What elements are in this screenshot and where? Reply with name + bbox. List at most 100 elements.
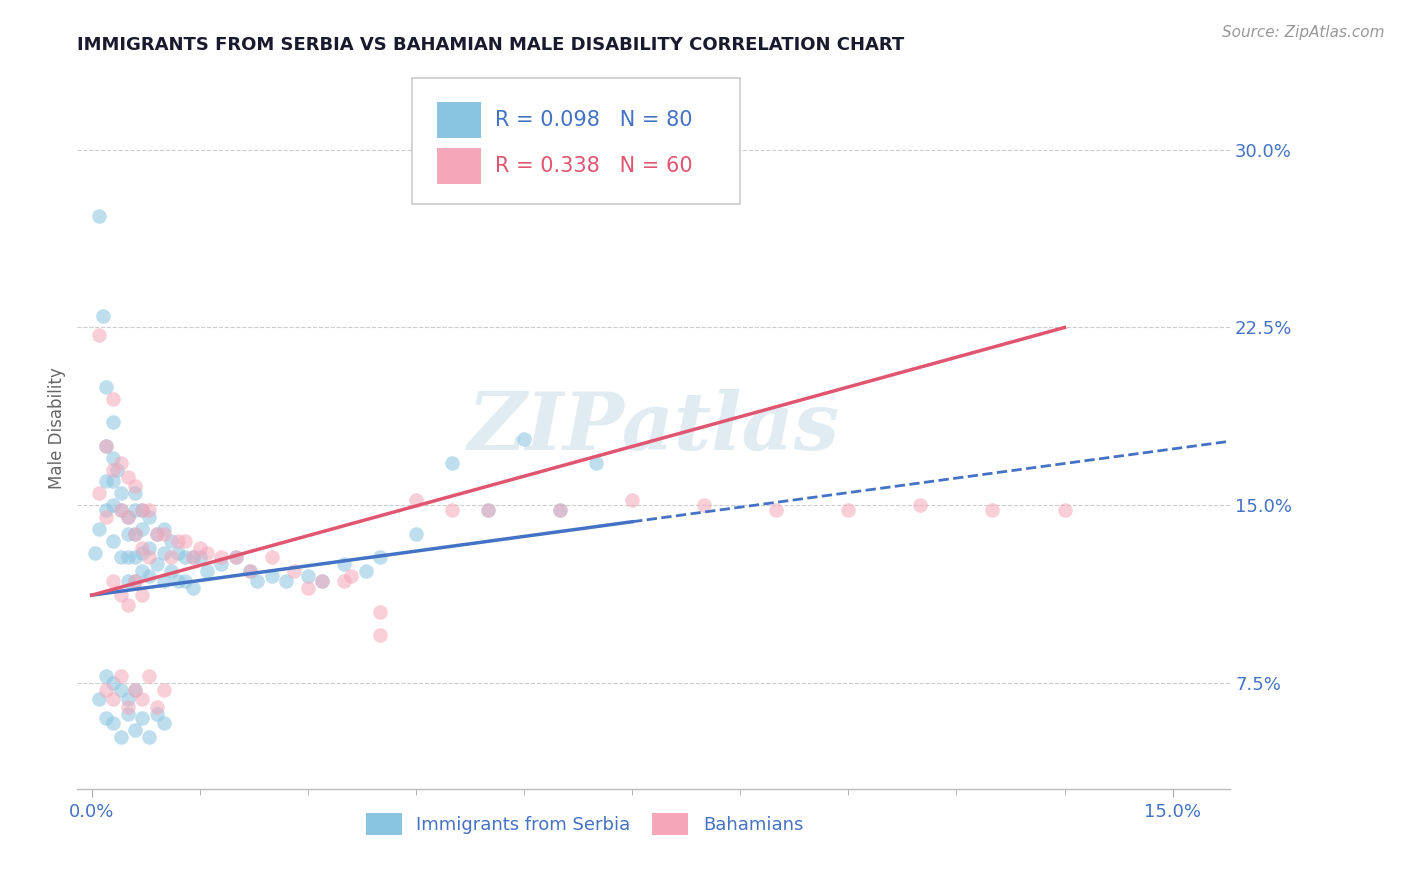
Point xyxy=(548,503,571,517)
Text: R = 0.098   N = 80: R = 0.098 N = 80 xyxy=(495,110,692,129)
Point xyxy=(103,415,125,429)
Point xyxy=(211,558,233,572)
Point xyxy=(117,574,139,588)
FancyBboxPatch shape xyxy=(437,102,481,137)
Point xyxy=(96,711,118,725)
Point xyxy=(103,450,125,465)
Point xyxy=(181,550,204,565)
Point xyxy=(138,503,160,517)
Point xyxy=(87,486,110,500)
Point xyxy=(110,682,132,697)
Point xyxy=(160,533,183,548)
Point xyxy=(110,731,132,745)
Point xyxy=(910,498,932,512)
Point xyxy=(84,545,107,559)
Point xyxy=(110,503,132,517)
Text: ZIPatlas: ZIPatlas xyxy=(468,390,839,467)
Point xyxy=(167,545,190,559)
Point xyxy=(153,682,174,697)
Point xyxy=(103,392,125,406)
Point xyxy=(124,574,146,588)
Y-axis label: Male Disability: Male Disability xyxy=(48,368,66,489)
Point xyxy=(124,550,146,565)
Point xyxy=(441,456,464,470)
Point xyxy=(110,669,132,683)
Point xyxy=(87,522,110,536)
Point xyxy=(131,588,153,602)
Point xyxy=(181,550,204,565)
Point xyxy=(110,456,132,470)
Point xyxy=(260,569,283,583)
Point xyxy=(124,526,146,541)
Point xyxy=(181,581,204,595)
Point xyxy=(160,565,183,579)
Point xyxy=(153,716,174,731)
Point xyxy=(96,682,118,697)
Point xyxy=(585,456,607,470)
Point xyxy=(297,569,319,583)
Point xyxy=(225,550,247,565)
Point xyxy=(145,706,167,721)
Point xyxy=(693,498,716,512)
Point xyxy=(765,503,787,517)
Point xyxy=(333,574,356,588)
Point xyxy=(548,503,571,517)
Point xyxy=(174,574,197,588)
Point xyxy=(297,581,319,595)
Point xyxy=(211,550,233,565)
Point xyxy=(103,533,125,548)
Point xyxy=(354,565,377,579)
Point xyxy=(117,510,139,524)
Point xyxy=(87,692,110,706)
Point xyxy=(174,533,197,548)
Point xyxy=(195,565,218,579)
FancyBboxPatch shape xyxy=(412,78,741,204)
Legend: Immigrants from Serbia, Bahamians: Immigrants from Serbia, Bahamians xyxy=(359,805,810,842)
Point xyxy=(225,550,247,565)
Point xyxy=(131,565,153,579)
Point xyxy=(105,462,128,476)
Point xyxy=(110,486,132,500)
Point xyxy=(167,533,190,548)
Point xyxy=(153,545,174,559)
Point xyxy=(124,503,146,517)
Point xyxy=(246,574,269,588)
Point xyxy=(124,479,146,493)
Point xyxy=(160,550,183,565)
Point xyxy=(96,439,118,453)
Point xyxy=(103,498,125,512)
Point xyxy=(138,669,160,683)
Point xyxy=(368,628,391,642)
Point xyxy=(276,574,298,588)
Point xyxy=(138,541,160,555)
Point xyxy=(131,503,153,517)
Point xyxy=(131,692,153,706)
Point xyxy=(131,522,153,536)
Text: IMMIGRANTS FROM SERBIA VS BAHAMIAN MALE DISABILITY CORRELATION CHART: IMMIGRANTS FROM SERBIA VS BAHAMIAN MALE … xyxy=(77,37,904,54)
Point xyxy=(124,526,146,541)
Point xyxy=(117,706,139,721)
Point xyxy=(260,550,283,565)
Point xyxy=(117,699,139,714)
Point xyxy=(96,475,118,489)
Point xyxy=(117,692,139,706)
Point xyxy=(96,380,118,394)
Point xyxy=(124,682,146,697)
Point xyxy=(837,503,859,517)
Point xyxy=(103,716,125,731)
Point xyxy=(96,503,118,517)
Point xyxy=(96,510,118,524)
Point xyxy=(117,510,139,524)
Point xyxy=(621,493,644,508)
Point xyxy=(368,605,391,619)
Point xyxy=(153,522,174,536)
Point xyxy=(138,731,160,745)
Point xyxy=(513,432,536,446)
Point xyxy=(188,541,211,555)
Point xyxy=(124,723,146,738)
Point xyxy=(91,309,114,323)
Point xyxy=(153,574,174,588)
Point xyxy=(138,569,160,583)
Point xyxy=(153,526,174,541)
Point xyxy=(103,462,125,476)
